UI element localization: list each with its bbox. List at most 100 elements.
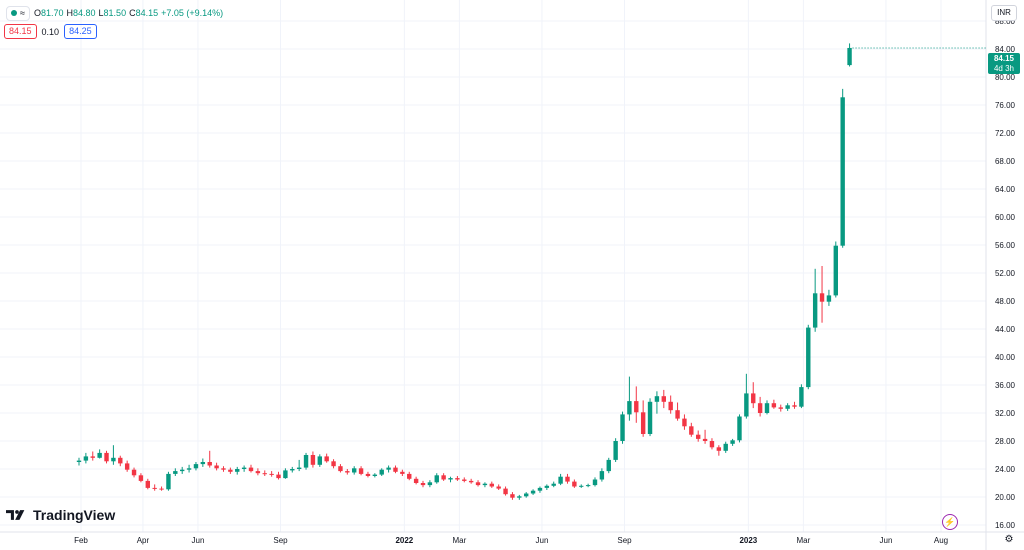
candle-body [806,327,811,388]
y-tick-label: 88.00 [995,17,1016,26]
candle-body [530,490,536,494]
low-label: L [98,8,104,18]
currency-button[interactable]: INR [991,5,1017,21]
candle-body [654,396,660,402]
candle-body [131,469,137,476]
x-tick-label: Jun [536,536,549,545]
candle-body [407,473,412,479]
candle-body [565,476,570,482]
high-label: H [66,8,74,18]
last-price-label: 84.15 4d 3h [988,53,1020,74]
candle-body [207,462,212,466]
candle-body [517,496,522,498]
candle-body [296,467,302,469]
candle-body [159,488,164,490]
candle-body [152,487,157,489]
candle-body [434,475,439,483]
candle-body [751,393,756,404]
x-tick-label: 2023 [739,536,757,545]
candle-body [799,387,804,407]
candle-body [276,474,281,479]
y-tick-label: 44.00 [995,325,1016,334]
candle-body [173,471,178,474]
y-tick-label: 20.00 [995,493,1016,502]
candle-body [682,418,687,427]
y-tick-label: 36.00 [995,381,1016,390]
candle-body [248,467,254,472]
candle-body [496,486,501,489]
candle-body [462,479,467,481]
candle-body [689,426,694,435]
candle-body [510,494,515,498]
candle-body [840,97,845,246]
candle-body [558,476,563,484]
candle-body [338,466,343,472]
candle-body [83,456,89,461]
x-tick-label: Mar [453,536,467,545]
candle-body [262,473,267,475]
candle-body [620,414,625,441]
candle-body [647,401,653,434]
candle-body [255,471,261,474]
x-tick-label: 2022 [395,536,413,545]
candle-body [104,452,109,462]
x-tick-label: Sep [273,536,288,545]
y-tick-label: 24.00 [995,465,1016,474]
candle-body [792,405,797,407]
candle-body [613,441,618,460]
candle-body [744,393,749,417]
candle-body [475,482,481,486]
candle-body [317,456,322,465]
quote-row: 84.15 0.10 84.25 [4,24,97,39]
candle-body [606,459,611,472]
candle-body [331,461,336,467]
series-status-toggle[interactable]: ≈ [6,5,30,21]
candle-body [771,403,777,408]
candle-body [737,416,742,441]
candle-body [468,480,474,483]
candle-body [572,481,577,487]
candle-body [166,473,171,490]
candle-body [544,485,550,488]
y-tick-label: 64.00 [995,185,1016,194]
candle-body [310,455,316,465]
candle-body [627,401,632,415]
candle-body [441,475,446,480]
candle-body [118,457,123,464]
candle-body [111,457,116,462]
candle-body [675,410,680,419]
y-tick-label: 80.00 [995,73,1016,82]
candle-body [241,467,247,469]
candle-body [819,293,825,302]
candle-body [365,473,371,476]
candle-body [826,295,832,302]
candle-body [413,478,419,483]
candle-body [379,469,384,475]
candle-body [145,480,150,488]
candle-body [393,467,398,472]
close-label: C [129,8,136,18]
candle-body [76,460,82,462]
candle-body [757,403,763,413]
y-tick-label: 76.00 [995,101,1016,110]
candle-body [235,469,240,472]
candle-body [716,447,722,451]
candle-body [193,464,199,469]
y-tick-label: 84.00 [995,45,1016,54]
brand-logo[interactable]: TradingView [6,507,115,523]
last-price-value: 84.15 [993,54,1015,63]
gear-icon[interactable]: ⚙ [1004,534,1014,545]
x-tick-label: Jun [880,536,893,545]
candle-body [764,403,770,413]
candle-body [723,443,728,451]
sell-price-button[interactable]: 84.15 [4,24,37,39]
candle-body [709,441,715,448]
lightning-icon[interactable]: ⚡ [942,514,958,530]
candle-body [696,434,701,439]
brand-name: TradingView [33,507,116,523]
candle-body [427,482,433,486]
candle-body [778,407,783,409]
y-tick-label: 60.00 [995,213,1016,222]
buy-price-button[interactable]: 84.25 [64,24,97,39]
